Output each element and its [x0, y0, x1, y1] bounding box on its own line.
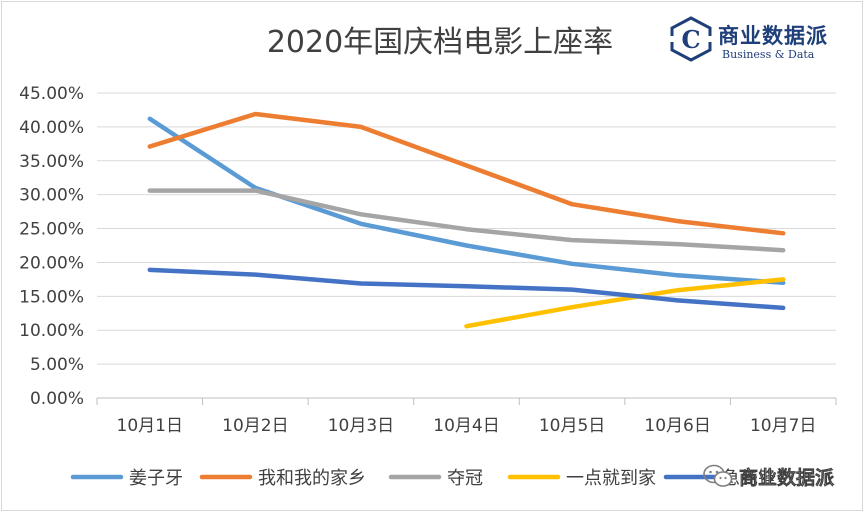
axes: 0.00% 5.00% 10.00% 15.00% 20.00% 25.00% 30.00%…	[19, 84, 837, 436]
series-line	[147, 267, 786, 311]
x-tick-label: 10月2日	[222, 416, 288, 436]
x-tick-label: 10月4日	[433, 416, 499, 436]
legend-label: 我和我的家乡	[258, 468, 366, 489]
series-line	[147, 116, 786, 286]
y-tick-label: 10.00%	[19, 321, 84, 341]
y-tick-label: 5.00%	[30, 355, 84, 375]
y-tick-label: 45.00%	[19, 84, 84, 104]
y-tick-label: 25.00%	[19, 220, 84, 240]
logo-mark-icon: C	[668, 16, 714, 62]
series-line	[147, 188, 786, 253]
wechat-icon	[703, 464, 733, 487]
legend-label: 姜子牙	[129, 468, 183, 489]
brand-logo: C 商业数据派 Business & Data	[666, 14, 846, 64]
y-tick-label: 35.00%	[19, 152, 84, 172]
x-tick-label: 10月7日	[750, 416, 816, 436]
series-lines	[147, 111, 786, 329]
logo-letter: C	[681, 25, 700, 54]
y-tick-label: 15.00%	[19, 287, 84, 307]
series-line	[464, 277, 786, 329]
logo-subtitle: Business & Data	[722, 48, 815, 61]
watermark-text: 商业数据派	[738, 466, 835, 489]
x-tick-label: 10月5日	[539, 416, 605, 436]
x-tick-label: 10月3日	[328, 416, 394, 436]
legend: 姜子牙 我和我的家乡 夺冠 一点就到家 急先锋	[70, 468, 776, 489]
x-tick-label: 10月1日	[117, 416, 183, 436]
chart-title: 2020年国庆档电影上座率	[267, 25, 613, 60]
y-tick-label: 0.00%	[30, 389, 84, 409]
logo-name: 商业数据派	[718, 23, 828, 48]
legend-label: 夺冠	[447, 468, 483, 489]
y-tick-label: 40.00%	[19, 118, 84, 138]
x-tick-label: 10月6日	[644, 416, 710, 436]
series-line	[147, 111, 786, 236]
watermark: 商业数据派	[703, 461, 835, 491]
legend-label: 急先锋	[722, 468, 776, 489]
y-tick-label: 20.00%	[19, 253, 84, 273]
y-tick-label: 30.00%	[19, 186, 84, 206]
legend-label: 一点就到家	[566, 468, 656, 489]
